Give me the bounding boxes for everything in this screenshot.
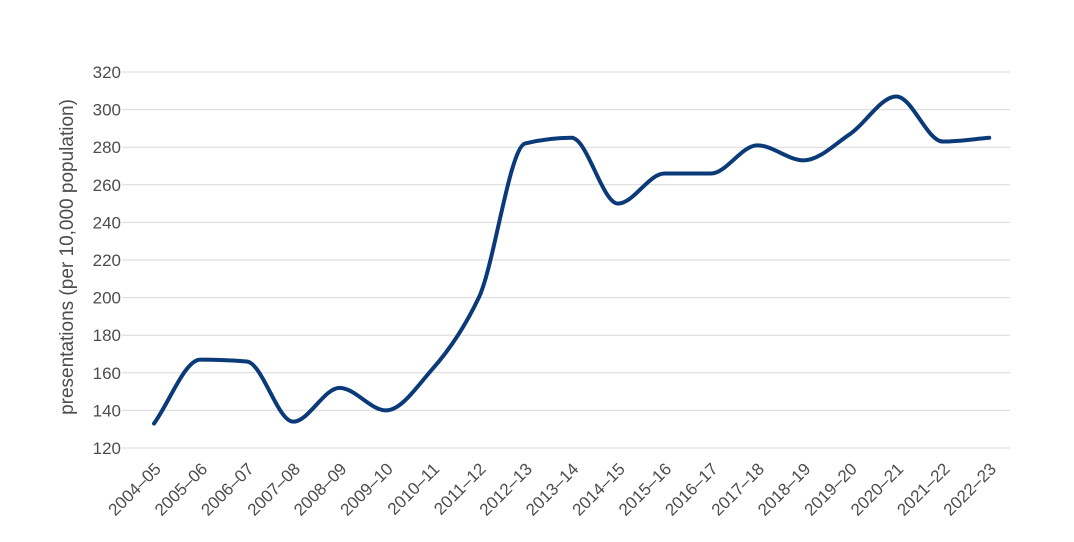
y-tick-label: 160 [93, 364, 121, 383]
data-point [478, 297, 480, 299]
data-point [756, 144, 758, 146]
data-point [571, 137, 573, 139]
y-axis-label: presentations (per 10,000 population) [57, 99, 78, 415]
data-point [988, 137, 990, 139]
data-point [431, 368, 433, 370]
y-tick-label: 280 [93, 138, 121, 157]
y-tick-label: 300 [93, 101, 121, 120]
data-point [849, 133, 851, 135]
y-tick-label: 200 [93, 289, 121, 308]
data-point [803, 159, 805, 161]
gridlines [122, 71, 1010, 449]
data-point [292, 421, 294, 423]
y-tick-label: 140 [93, 401, 121, 420]
data-point [246, 361, 248, 363]
y-tick-label: 240 [93, 213, 121, 232]
y-tick-label: 120 [93, 439, 121, 458]
data-point [153, 423, 155, 425]
data-point [199, 359, 201, 361]
y-tick-label: 220 [93, 251, 121, 270]
data-point [663, 173, 665, 175]
x-axis-ticks: 2004–052005–062006–072007–082008–092009–… [105, 459, 1000, 519]
data-point [942, 141, 944, 143]
y-tick-label: 260 [93, 176, 121, 195]
y-tick-label: 320 [93, 63, 121, 82]
data-point [385, 409, 387, 411]
data-point [339, 387, 341, 389]
y-axis-ticks: 120 140 160 180 200 220 240 260 280 300 320 [93, 63, 121, 458]
data-point [524, 142, 526, 144]
data-point [617, 203, 619, 205]
series-group [152, 94, 992, 426]
data-point [895, 95, 897, 97]
data-point [710, 173, 712, 175]
y-tick-label: 180 [93, 326, 121, 345]
